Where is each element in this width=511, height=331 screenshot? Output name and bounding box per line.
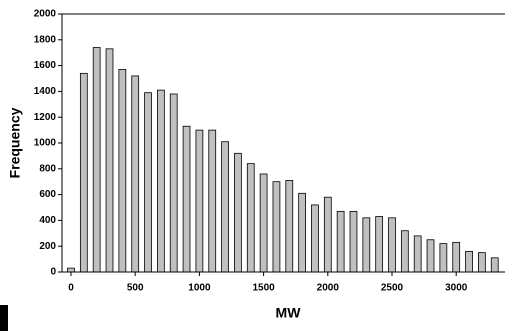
x-tick-label: 0	[68, 283, 74, 294]
x-axis-title: MW	[276, 305, 302, 321]
bar	[79, 72, 88, 273]
y-tick-label: 400	[39, 215, 56, 226]
bar	[336, 210, 345, 273]
y-tick-label: 600	[39, 189, 56, 200]
x-tick-label: 1500	[252, 283, 275, 294]
bar	[413, 235, 422, 273]
bar	[131, 75, 140, 273]
bar	[323, 196, 332, 273]
y-tick-label: 200	[39, 241, 56, 252]
bar	[452, 241, 461, 273]
bar	[426, 239, 435, 273]
bar	[105, 48, 114, 273]
bar	[246, 163, 255, 273]
bar	[298, 192, 306, 273]
bar	[375, 216, 384, 273]
bar	[388, 217, 396, 273]
x-tick-label: 2000	[317, 283, 340, 294]
y-tick-label: 0	[50, 267, 56, 278]
y-tick-label: 1600	[34, 60, 57, 71]
x-tick-label: 3000	[445, 283, 468, 294]
y-tick-label: 800	[39, 163, 56, 174]
bar	[118, 69, 127, 273]
bar	[259, 173, 268, 273]
x-tick-label: 1000	[188, 283, 211, 294]
y-tick-label: 1800	[34, 34, 57, 45]
bar	[362, 217, 371, 273]
bar	[285, 180, 294, 273]
bar	[272, 181, 281, 273]
y-tick-label: 2000	[34, 9, 57, 20]
x-tick-label: 2500	[381, 283, 404, 294]
y-tick-label: 1200	[34, 112, 57, 123]
bar	[311, 204, 319, 273]
bar	[234, 152, 242, 273]
y-axis-title: Frequency	[7, 107, 23, 178]
bar	[182, 125, 191, 273]
bar	[67, 267, 75, 273]
bar	[144, 92, 152, 273]
bar	[465, 250, 473, 273]
bar	[490, 257, 499, 273]
y-tick-label: 1000	[34, 138, 57, 149]
bar	[169, 93, 178, 273]
corner-block	[0, 305, 8, 331]
bar	[195, 129, 204, 273]
bar	[478, 252, 486, 273]
bar	[208, 129, 217, 273]
x-tick-label: 500	[127, 283, 144, 294]
y-tick-label: 1400	[34, 86, 57, 97]
bar	[400, 230, 409, 273]
bar	[439, 243, 448, 273]
bar	[157, 89, 165, 273]
bar	[92, 47, 101, 273]
bar	[221, 141, 229, 273]
bar	[349, 210, 358, 273]
